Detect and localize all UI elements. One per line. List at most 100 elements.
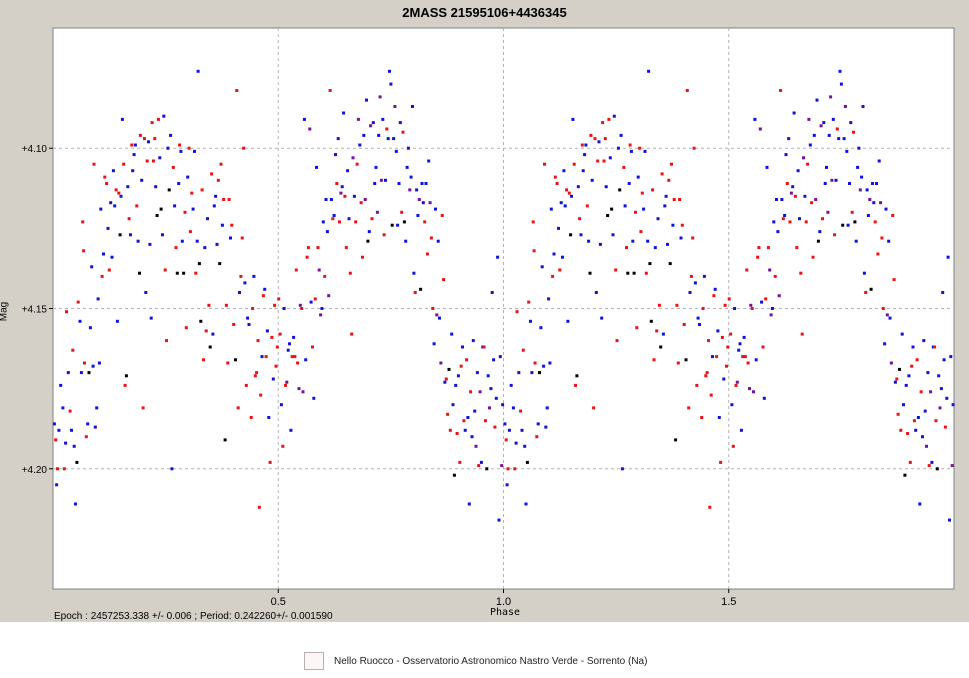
data-point — [918, 502, 922, 506]
data-point — [493, 425, 497, 429]
data-point — [133, 143, 137, 147]
data-point — [311, 345, 314, 349]
data-point — [389, 82, 393, 86]
data-point — [818, 230, 822, 234]
data-point — [99, 207, 103, 211]
data-point — [88, 326, 92, 330]
data-point — [155, 214, 159, 217]
data-point — [538, 371, 541, 375]
data-point — [177, 182, 181, 185]
y-tick-label: +4.15 — [22, 305, 48, 316]
data-point — [704, 374, 708, 378]
data-point — [802, 156, 805, 160]
data-point — [765, 165, 769, 169]
data-point — [594, 291, 598, 294]
data-point — [656, 217, 660, 221]
data-point — [57, 428, 61, 432]
data-point — [814, 198, 818, 201]
data-point — [602, 159, 606, 163]
data-point — [183, 210, 187, 214]
data-point — [930, 460, 934, 464]
data-point — [796, 169, 800, 173]
data-point — [279, 403, 283, 407]
data-point — [643, 149, 647, 153]
data-point — [781, 217, 785, 221]
data-point — [202, 358, 205, 362]
data-point — [934, 419, 938, 423]
data-point — [362, 133, 366, 137]
data-point — [539, 326, 543, 330]
data-point — [513, 467, 517, 471]
data-point — [84, 435, 88, 439]
data-point — [843, 105, 847, 108]
data-point — [111, 169, 115, 173]
data-point — [222, 198, 226, 201]
data-point — [692, 146, 696, 150]
data-point — [243, 281, 247, 285]
data-point — [197, 262, 201, 266]
data-point — [804, 220, 808, 224]
data-points — [52, 69, 955, 522]
data-point — [290, 355, 294, 359]
data-point — [373, 182, 377, 185]
data-point — [381, 117, 385, 121]
data-point — [365, 98, 368, 102]
data-point — [239, 274, 243, 278]
y-axis-label: Mag — [0, 301, 10, 322]
data-point — [446, 412, 450, 416]
data-point — [614, 268, 618, 272]
data-point — [580, 143, 584, 147]
data-point — [129, 233, 132, 237]
data-point — [729, 332, 733, 336]
data-point — [791, 185, 795, 189]
data-point — [685, 89, 689, 92]
data-point — [549, 207, 553, 211]
data-point — [892, 278, 896, 282]
data-point — [908, 460, 912, 464]
data-point — [375, 210, 379, 214]
data-point — [695, 383, 699, 387]
data-point — [371, 121, 375, 125]
data-point — [173, 204, 177, 208]
data-point — [492, 358, 496, 362]
data-point — [454, 383, 458, 387]
data-point — [323, 274, 327, 278]
data-point — [367, 230, 371, 234]
data-point — [848, 182, 851, 185]
data-point — [551, 274, 555, 278]
data-point — [503, 422, 507, 426]
data-point — [532, 249, 536, 253]
data-point — [117, 191, 121, 195]
data-point — [95, 406, 99, 410]
data-point — [567, 191, 571, 195]
data-point — [288, 342, 291, 346]
data-point — [218, 262, 222, 266]
data-point — [191, 207, 195, 211]
data-point — [52, 422, 56, 426]
data-point — [152, 159, 155, 163]
data-point — [784, 153, 788, 157]
data-point — [717, 416, 721, 419]
data-point — [687, 406, 691, 410]
data-point — [575, 374, 579, 378]
data-point — [490, 291, 494, 294]
data-point — [651, 188, 655, 192]
data-point — [175, 271, 179, 275]
data-point — [264, 355, 268, 359]
data-point — [206, 217, 209, 221]
data-point — [275, 345, 279, 349]
data-point — [646, 239, 650, 243]
data-point — [427, 159, 431, 163]
data-point — [436, 239, 440, 243]
data-point — [926, 371, 930, 375]
data-point — [210, 172, 214, 176]
data-point — [945, 396, 949, 400]
data-point — [821, 217, 824, 221]
data-point — [200, 188, 204, 192]
data-point — [612, 114, 616, 118]
data-point — [351, 156, 355, 160]
data-point — [545, 406, 549, 410]
data-point — [122, 162, 126, 166]
data-point — [777, 294, 781, 298]
data-point — [639, 230, 643, 234]
